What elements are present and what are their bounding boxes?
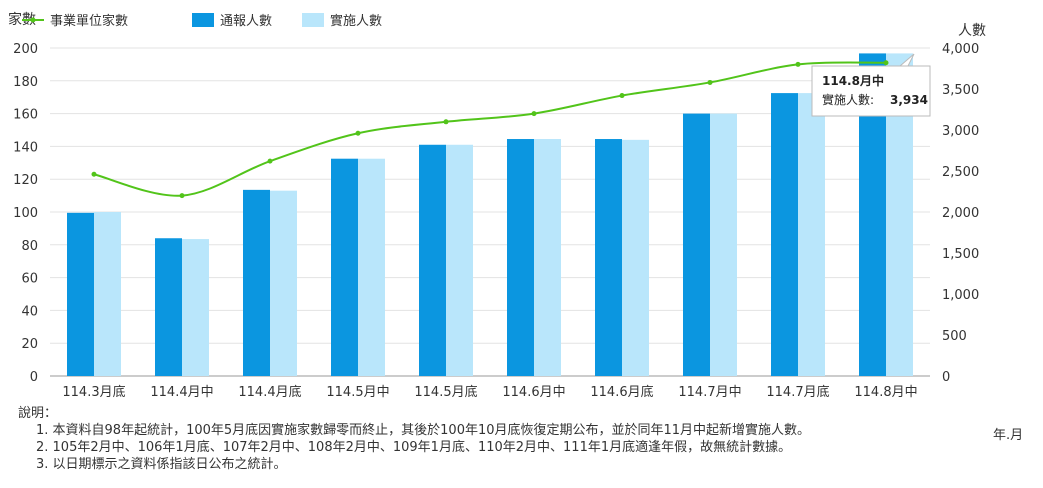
y-right-tick-label: 2,500 <box>942 165 979 180</box>
y-left-tick-label: 60 <box>21 272 38 287</box>
bar <box>67 212 94 376</box>
line-point <box>355 130 361 136</box>
y-left-tick-label: 20 <box>21 337 38 352</box>
tooltip-pointer <box>898 53 915 67</box>
y-right-tick-label: 500 <box>942 329 967 344</box>
x-tick-label: 114.7月中 <box>678 385 741 400</box>
notes-title: 說明： <box>18 406 58 421</box>
note-item-1: 1. 本資料自98年起統計，100年5月底因實施家數歸零而終止，其後於100年1… <box>36 423 811 438</box>
y-right-tick-label: 4,000 <box>942 42 979 57</box>
bar <box>270 190 297 376</box>
x-tick-label: 114.6月中 <box>502 385 565 400</box>
y-right-axis-title: 人數 <box>958 23 986 39</box>
y-right-tick-label: 0 <box>942 370 950 385</box>
y-left-tick-label: 140 <box>13 140 38 155</box>
line-point <box>179 193 185 199</box>
y-right-tick-label: 1,500 <box>942 247 979 262</box>
line-series <box>91 60 889 199</box>
line-point <box>267 158 273 164</box>
axes: 0 20 40 60 80 100 120 140 160 180 200 0 500 1,000 1,50… <box>8 11 986 400</box>
bar <box>243 189 270 376</box>
x-tick-label: 114.8月中 <box>854 385 917 400</box>
x-tick-label: 114.5月底 <box>414 384 477 400</box>
legend: 事業單位家數 通報人數 實施人數 <box>22 13 382 29</box>
tooltip-title: 114.8月中 <box>822 73 884 88</box>
line-point <box>707 79 713 85</box>
y-left-tick-label: 200 <box>13 42 38 57</box>
notes: 說明： 1. 本資料自98年起統計，100年5月底因實施家數歸零而終止，其後於1… <box>18 405 810 473</box>
bar <box>683 113 710 376</box>
y-right-tick-label: 2,000 <box>942 206 979 221</box>
y-right-tick-label: 1,000 <box>942 288 979 303</box>
tooltip-value: 3,934 <box>890 93 928 107</box>
legend-label: 實施人數 <box>330 13 382 29</box>
bar <box>94 212 121 376</box>
bar <box>446 144 473 376</box>
bar <box>710 113 737 376</box>
bar <box>798 93 825 376</box>
y-left-tick-label: 120 <box>13 173 38 188</box>
notes-list: 1. 本資料自98年起統計，100年5月底因實施家數歸零而終止，其後於100年1… <box>18 422 810 473</box>
line-point <box>531 111 537 117</box>
x-tick-label: 114.3月底 <box>62 384 125 400</box>
legend-label: 事業單位家數 <box>50 13 128 29</box>
x-tick-label: 114.7月底 <box>766 384 829 400</box>
legend-label: 通報人數 <box>220 14 272 29</box>
x-tick-label: 114.4月底 <box>238 384 301 400</box>
line-point <box>795 61 801 67</box>
y-left-tick-label: 180 <box>13 75 38 90</box>
bar <box>771 93 798 376</box>
legend-swatch <box>192 13 214 27</box>
bar <box>331 158 358 376</box>
y-left-tick-label: 80 <box>21 239 38 254</box>
series-line <box>93 61 887 197</box>
bar <box>358 158 385 376</box>
chart: 0 20 40 60 80 100 120 140 160 180 200 0 500 1,000 1,50… <box>8 11 986 400</box>
y-left-tick-label: 40 <box>21 304 38 319</box>
x-tick-label: 114.4月中 <box>150 385 213 400</box>
y-left-tick-label: 100 <box>13 206 38 221</box>
bar <box>534 139 561 376</box>
line-point <box>443 119 449 125</box>
x-tick-label: 114.6月底 <box>590 384 653 400</box>
y-right-tick-label: 3,500 <box>942 83 979 98</box>
bar <box>595 139 622 376</box>
note-item-3: 3. 以日期標示之資料係指該日公布之統計。 <box>36 457 287 472</box>
bars <box>67 53 913 377</box>
legend-swatch-dot <box>30 17 36 23</box>
x-axis-unit: 年.月 <box>993 428 1024 443</box>
tooltip-label: 實施人數: <box>822 92 874 107</box>
legend-swatch <box>302 13 324 27</box>
line-point <box>91 171 97 177</box>
y-left-tick-label: 160 <box>13 108 38 123</box>
tooltip-box <box>811 65 931 117</box>
bar <box>419 144 446 376</box>
y-right-tick-label: 3,000 <box>942 124 979 139</box>
x-tick-label: 114.5月中 <box>326 385 389 400</box>
note-item-2: 2. 105年2月中、106年1月底、107年2月中、108年2月中、109年1… <box>36 440 792 455</box>
bar <box>507 139 534 376</box>
bar <box>622 139 649 376</box>
line-point <box>619 93 625 99</box>
bar <box>182 239 209 376</box>
y-left-tick-label: 0 <box>30 370 38 385</box>
line-point <box>883 60 889 66</box>
bar <box>155 238 182 376</box>
